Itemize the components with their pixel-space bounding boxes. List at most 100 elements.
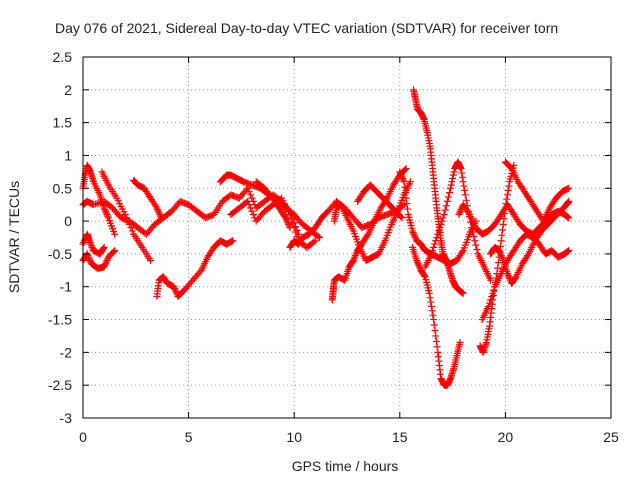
data-point <box>456 207 464 215</box>
data-point <box>501 204 509 212</box>
data-point <box>156 212 164 220</box>
data-point <box>100 243 108 251</box>
data-point <box>351 252 359 260</box>
data-point <box>446 184 454 192</box>
data-point <box>103 211 111 219</box>
series-arc12 <box>328 165 410 304</box>
data-points <box>79 86 573 389</box>
y-axis-label: SDTVAR / TECUs <box>6 181 22 293</box>
data-point <box>284 219 292 227</box>
data-point <box>85 255 93 263</box>
data-point <box>441 206 449 214</box>
data-point <box>420 272 428 280</box>
data-point <box>504 270 512 278</box>
data-point <box>426 294 434 302</box>
data-point <box>99 244 107 252</box>
data-point <box>409 229 417 237</box>
data-point <box>229 237 237 245</box>
data-point <box>400 178 408 186</box>
data-point <box>432 237 440 245</box>
data-point <box>80 238 88 246</box>
y-tick-label: 2 <box>64 82 72 98</box>
data-point <box>458 169 466 177</box>
data-point <box>427 298 435 306</box>
data-point <box>487 276 495 284</box>
y-tick-label: 2.5 <box>53 49 73 65</box>
data-point <box>154 207 162 215</box>
data-point <box>404 205 412 213</box>
data-point <box>285 220 293 228</box>
data-point <box>425 289 433 297</box>
data-point <box>458 173 466 181</box>
data-point <box>485 302 493 310</box>
data-point <box>110 248 118 256</box>
y-tick-label: -2 <box>60 344 73 360</box>
data-point <box>450 168 458 176</box>
series-arc23 <box>501 158 573 225</box>
data-point <box>310 238 318 246</box>
data-point <box>501 209 509 217</box>
data-point <box>285 222 293 230</box>
data-point <box>156 211 164 219</box>
data-point <box>456 339 464 347</box>
data-point <box>445 189 453 197</box>
data-point <box>464 209 472 217</box>
data-point <box>352 250 360 258</box>
data-point <box>363 232 371 240</box>
data-point <box>447 181 455 189</box>
data-point <box>428 307 436 315</box>
data-point <box>497 237 505 245</box>
data-point <box>498 231 506 239</box>
data-point <box>147 256 155 264</box>
data-point <box>473 246 481 254</box>
data-point <box>351 253 359 261</box>
x-axis-label: GPS time / hours <box>292 458 399 474</box>
data-point <box>248 207 256 215</box>
data-point <box>429 247 437 255</box>
data-point <box>87 242 95 250</box>
data-point <box>442 202 450 210</box>
data-point <box>449 171 457 179</box>
data-point <box>439 214 447 222</box>
data-point <box>430 243 438 251</box>
data-point <box>128 227 136 235</box>
data-point <box>408 227 416 235</box>
data-point <box>459 289 467 297</box>
data-point <box>471 237 479 245</box>
y-tick-label: 0 <box>64 213 72 229</box>
data-point <box>104 212 112 220</box>
data-point <box>245 188 253 196</box>
data-point <box>432 337 440 345</box>
chart-title: Day 076 of 2021, Sidereal Day-to-day VTE… <box>55 20 558 36</box>
series-arc14 <box>354 181 406 222</box>
data-point <box>401 189 409 197</box>
data-point <box>461 186 469 194</box>
data-point <box>437 220 445 228</box>
data-point <box>430 316 438 324</box>
data-point <box>414 260 422 268</box>
data-point <box>396 168 404 176</box>
data-point <box>247 204 255 212</box>
x-tick-label: 25 <box>603 429 619 445</box>
data-point <box>171 284 179 292</box>
series-arc17 <box>408 243 464 389</box>
data-point <box>413 256 421 264</box>
data-point <box>440 211 448 219</box>
data-point <box>413 258 421 266</box>
series-arc16 <box>410 86 467 297</box>
data-point <box>436 224 444 232</box>
data-point <box>438 217 446 225</box>
data-point <box>487 296 495 304</box>
data-point <box>502 200 510 208</box>
data-point <box>100 204 108 212</box>
data-point <box>401 183 409 191</box>
data-point <box>456 209 464 217</box>
data-point <box>125 220 133 228</box>
data-point <box>102 258 110 266</box>
data-point <box>565 197 573 205</box>
data-point <box>397 170 405 178</box>
data-point <box>504 191 512 199</box>
y-tick-label: -0.5 <box>48 246 72 262</box>
data-point <box>102 209 110 217</box>
